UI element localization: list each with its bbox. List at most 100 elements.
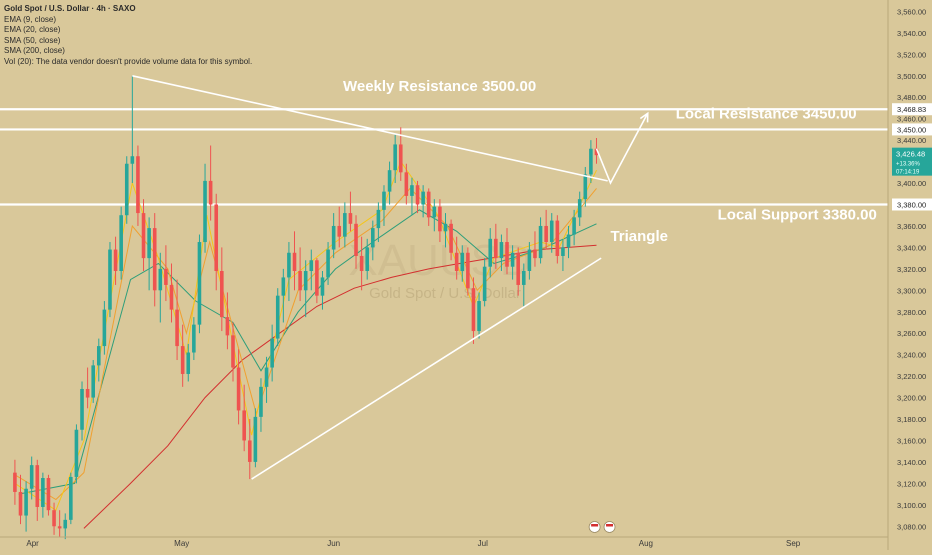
- candle: [192, 317, 196, 361]
- candle-body: [320, 277, 325, 296]
- candle: [549, 213, 554, 253]
- level-price-tag-text: 3,468.83: [897, 105, 926, 114]
- candle: [544, 209, 548, 250]
- candle-body: [214, 204, 219, 271]
- candle: [69, 472, 73, 525]
- candle: [449, 219, 453, 261]
- candle-body: [113, 249, 118, 271]
- annotations: Weekly Resistance 3500.00 Local Resistanc…: [343, 78, 877, 245]
- candle-body: [35, 465, 40, 507]
- price-tick-label: 3,220.00: [897, 372, 926, 381]
- candle-body: [549, 220, 554, 243]
- candle-body: [197, 242, 202, 325]
- candle: [164, 245, 168, 302]
- candle-body: [426, 191, 431, 218]
- candle: [488, 228, 493, 278]
- candle-body: [583, 174, 588, 200]
- price-tick-label: 3,540.00: [897, 29, 926, 38]
- price-tick-label: 3,520.00: [897, 50, 926, 59]
- projection-arrowhead: [639, 111, 649, 123]
- price-tick-label: 3,360.00: [897, 222, 926, 231]
- candle-body: [164, 268, 168, 285]
- candle: [298, 247, 302, 302]
- candle-body: [393, 144, 397, 171]
- price-tick-label: 3,300.00: [897, 286, 926, 295]
- candle: [281, 268, 286, 323]
- candle: [538, 217, 543, 264]
- candle-body: [572, 217, 576, 235]
- candle-body: [231, 335, 235, 368]
- candle: [236, 349, 241, 425]
- price-tick-label: 3,460.00: [897, 115, 926, 124]
- candle: [270, 324, 274, 382]
- candle: [510, 245, 515, 280]
- candle: [292, 231, 297, 291]
- candle-body: [57, 526, 62, 529]
- candle: [203, 163, 207, 253]
- candle-body: [236, 367, 241, 411]
- price-tick-label: 3,140.00: [897, 458, 926, 467]
- candle-body: [275, 295, 280, 339]
- annotation-label: Local Support 3380.00: [718, 207, 877, 224]
- candle-body: [303, 271, 308, 291]
- candle-body: [186, 352, 191, 374]
- candle: [303, 260, 308, 318]
- candle: [326, 242, 330, 285]
- candle-body: [516, 252, 520, 285]
- event-flag-icon: [588, 521, 601, 533]
- candle: [387, 161, 392, 205]
- legend-sma50[interactable]: SMA (50, close): [4, 35, 61, 45]
- candle-body: [482, 266, 487, 302]
- level-price-tag: 3,380.00: [892, 198, 932, 211]
- candle: [180, 324, 185, 387]
- candle: [494, 223, 498, 269]
- candle: [108, 242, 112, 318]
- horizontal-levels: [0, 108, 888, 206]
- price-tick-label: 3,320.00: [897, 265, 926, 274]
- candle: [102, 301, 107, 355]
- legend-volume[interactable]: Vol (20): The data vendor doesn't provid…: [4, 56, 253, 66]
- candle: [561, 238, 565, 271]
- candle: [438, 199, 442, 243]
- time-axis[interactable]: Apr May Jun Jul Aug Sep: [0, 536, 888, 548]
- event-flag-stripe: [606, 524, 614, 527]
- symbol-watermark: XAUUSD Gold Spot / U.S. Dollar: [348, 236, 531, 302]
- candle: [348, 191, 353, 232]
- candle: [247, 419, 252, 480]
- candle: [57, 510, 62, 537]
- candle: [460, 245, 465, 282]
- legend-ema9[interactable]: EMA (9, close): [4, 14, 57, 24]
- candle: [242, 384, 246, 452]
- legend-title[interactable]: Gold Spot / U.S. Dollar · 4h · SAXO: [4, 4, 136, 13]
- candle-body: [52, 510, 56, 527]
- candle: [426, 188, 431, 226]
- price-tick-label: 3,480.00: [897, 93, 926, 102]
- legend-sma200[interactable]: SMA (200, close): [4, 46, 65, 56]
- candle-body: [533, 249, 537, 259]
- candle: [63, 513, 68, 540]
- price-tick-label: 3,080.00: [897, 522, 926, 531]
- candle-body: [264, 367, 269, 387]
- candle-body: [124, 163, 129, 216]
- candle: [443, 213, 448, 248]
- candle-body: [315, 260, 319, 296]
- watermark-name: Gold Spot / U.S. Dollar: [369, 285, 521, 302]
- candle: [331, 213, 336, 259]
- candle-body: [544, 225, 548, 243]
- candle: [96, 338, 101, 382]
- candle: [158, 252, 163, 323]
- candle: [527, 242, 532, 280]
- price-axis[interactable]: 3,560.00 3,540.00 3,520.00 3,500.00 3,480.00…: [887, 0, 932, 550]
- time-tick-label: Jun: [327, 539, 340, 548]
- candle: [264, 356, 269, 403]
- candle-body: [387, 170, 392, 192]
- candle: [432, 199, 437, 232]
- price-tick-label: 3,120.00: [897, 479, 926, 488]
- candle-body: [494, 238, 498, 259]
- legend-ema20[interactable]: EMA (20, close): [4, 25, 61, 35]
- event-flag-stripe: [591, 524, 599, 527]
- candle-body: [281, 277, 286, 296]
- candle: [259, 378, 263, 432]
